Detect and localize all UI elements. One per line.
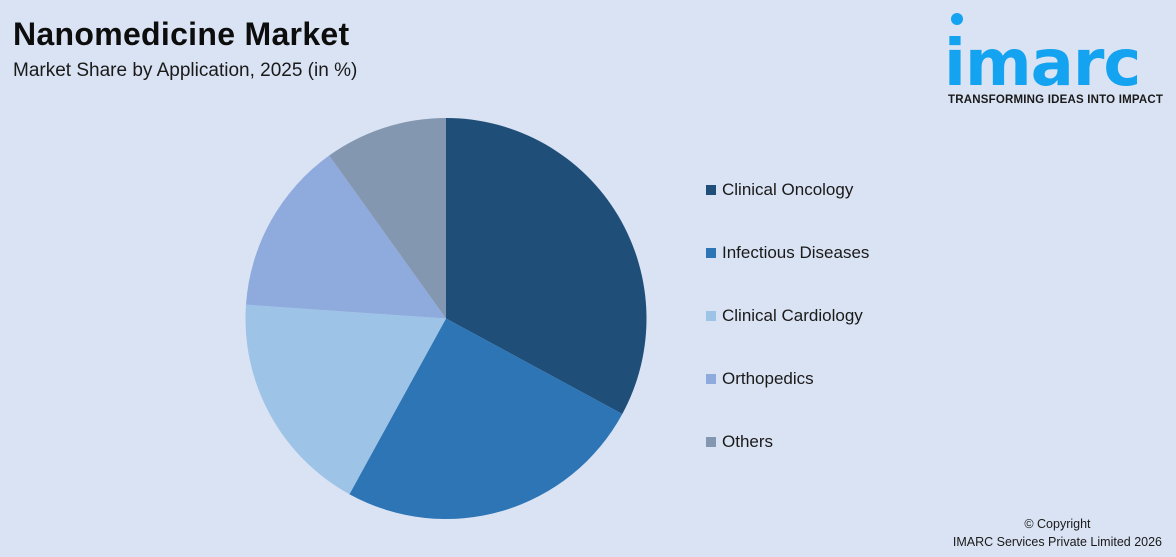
page-subtitle: Market Share by Application, 2025 (in %) [13, 60, 358, 81]
legend-item: Others [706, 430, 773, 454]
pie-slices [245, 118, 647, 519]
legend-item: Clinical Cardiology [706, 304, 863, 328]
legend-swatch-icon [706, 311, 716, 321]
legend-item: Orthopedics [706, 367, 814, 391]
page-title: Nanomedicine Market [13, 16, 350, 52]
legend-label: Infectious Diseases [722, 243, 870, 262]
pie-slice-others [329, 118, 446, 319]
copyright-line-2: IMARC Services Private Limited 2026 [952, 535, 1162, 549]
copyright: © Copyright IMARC Services Private Limit… [953, 515, 1162, 551]
copyright-line-1: © Copyright [1024, 517, 1091, 531]
legend-swatch-icon [706, 248, 716, 258]
legend-label: Clinical Cardiology [722, 306, 863, 325]
legend-item: Clinical Oncology [706, 178, 853, 202]
pie-slice-clinical-cardiology [245, 304, 446, 495]
legend-label: Orthopedics [722, 369, 814, 388]
legend-swatch-icon [706, 437, 716, 447]
pie-slice-clinical-oncology [446, 118, 647, 414]
legend-item: Infectious Diseases [706, 241, 869, 265]
legend-swatch-icon [706, 185, 716, 195]
pie-slice-infectious-diseases [349, 318, 623, 519]
logo-dot-icon [951, 13, 963, 25]
imarc-logo: imarc TRANSFORMING IDEAS INTO IMPACT [944, 10, 1172, 110]
legend-swatch-icon [706, 374, 716, 384]
legend-label: Others [722, 432, 774, 451]
logo-tagline: TRANSFORMING IDEAS INTO IMPACT [948, 94, 1164, 106]
legend-label: Clinical Oncology [722, 180, 854, 199]
logo-wordmark: imarc [944, 27, 1141, 101]
pie-slice-orthopedics [245, 155, 446, 319]
